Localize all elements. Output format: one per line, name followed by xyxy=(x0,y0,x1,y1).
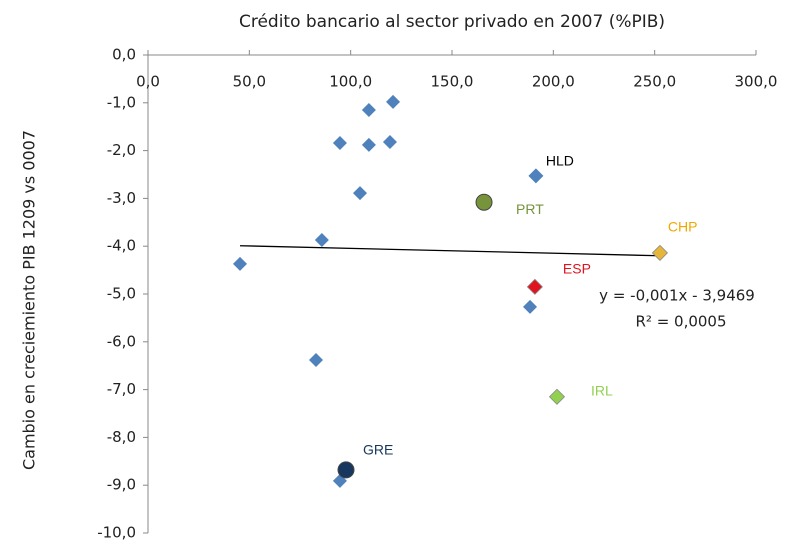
x-tick-label: 0,0 xyxy=(136,73,160,91)
point xyxy=(651,244,669,261)
y-tick-label: -10,0 xyxy=(97,524,136,542)
point xyxy=(526,278,543,295)
y-tick-label: -6,0 xyxy=(107,332,136,350)
point xyxy=(337,461,355,479)
y-tick-label: 0,0 xyxy=(112,46,136,64)
point-label: ESP xyxy=(563,261,591,277)
point xyxy=(382,134,397,149)
y-tick-label: -7,0 xyxy=(107,380,136,398)
point xyxy=(352,186,367,201)
y-tick-label: -2,0 xyxy=(107,141,136,159)
point xyxy=(314,232,329,247)
point-label: GRE xyxy=(363,442,393,458)
point xyxy=(233,256,248,271)
y-tick-label: -8,0 xyxy=(107,428,136,446)
y-axis-label: Cambio en creciemiento PIB 1209 vs 0007 xyxy=(20,130,39,470)
chart-title: Crédito bancario al sector privado en 20… xyxy=(239,12,665,32)
point-label: PRT xyxy=(516,201,544,217)
point xyxy=(386,94,401,109)
trend-equation: y = -0,001x - 3,9469 xyxy=(599,287,755,305)
point xyxy=(332,135,347,150)
point xyxy=(523,299,538,314)
y-tick-label: -1,0 xyxy=(107,93,136,111)
point xyxy=(548,388,566,405)
point xyxy=(475,193,493,211)
y-tick-label: -4,0 xyxy=(107,237,136,255)
point-label: CHP xyxy=(668,219,698,235)
r-squared: R² = 0,0005 xyxy=(635,313,726,331)
y-tick-label: -5,0 xyxy=(107,285,136,303)
x-tick-label: 300,0 xyxy=(735,73,778,91)
point-label: HLD xyxy=(546,153,574,169)
y-tick-label: -9,0 xyxy=(107,476,136,494)
point xyxy=(528,168,544,184)
trendline xyxy=(239,245,660,257)
y-tick-label: -3,0 xyxy=(107,189,136,207)
x-tick-label: 100,0 xyxy=(329,73,372,91)
point xyxy=(309,352,324,367)
x-tick-label: 150,0 xyxy=(431,73,474,91)
x-tick-label: 200,0 xyxy=(532,73,575,91)
point-label: IRL xyxy=(591,382,613,398)
x-tick-label: 250,0 xyxy=(633,73,676,91)
x-tick-label: 50,0 xyxy=(233,73,266,91)
point xyxy=(361,137,376,152)
point xyxy=(361,102,376,117)
